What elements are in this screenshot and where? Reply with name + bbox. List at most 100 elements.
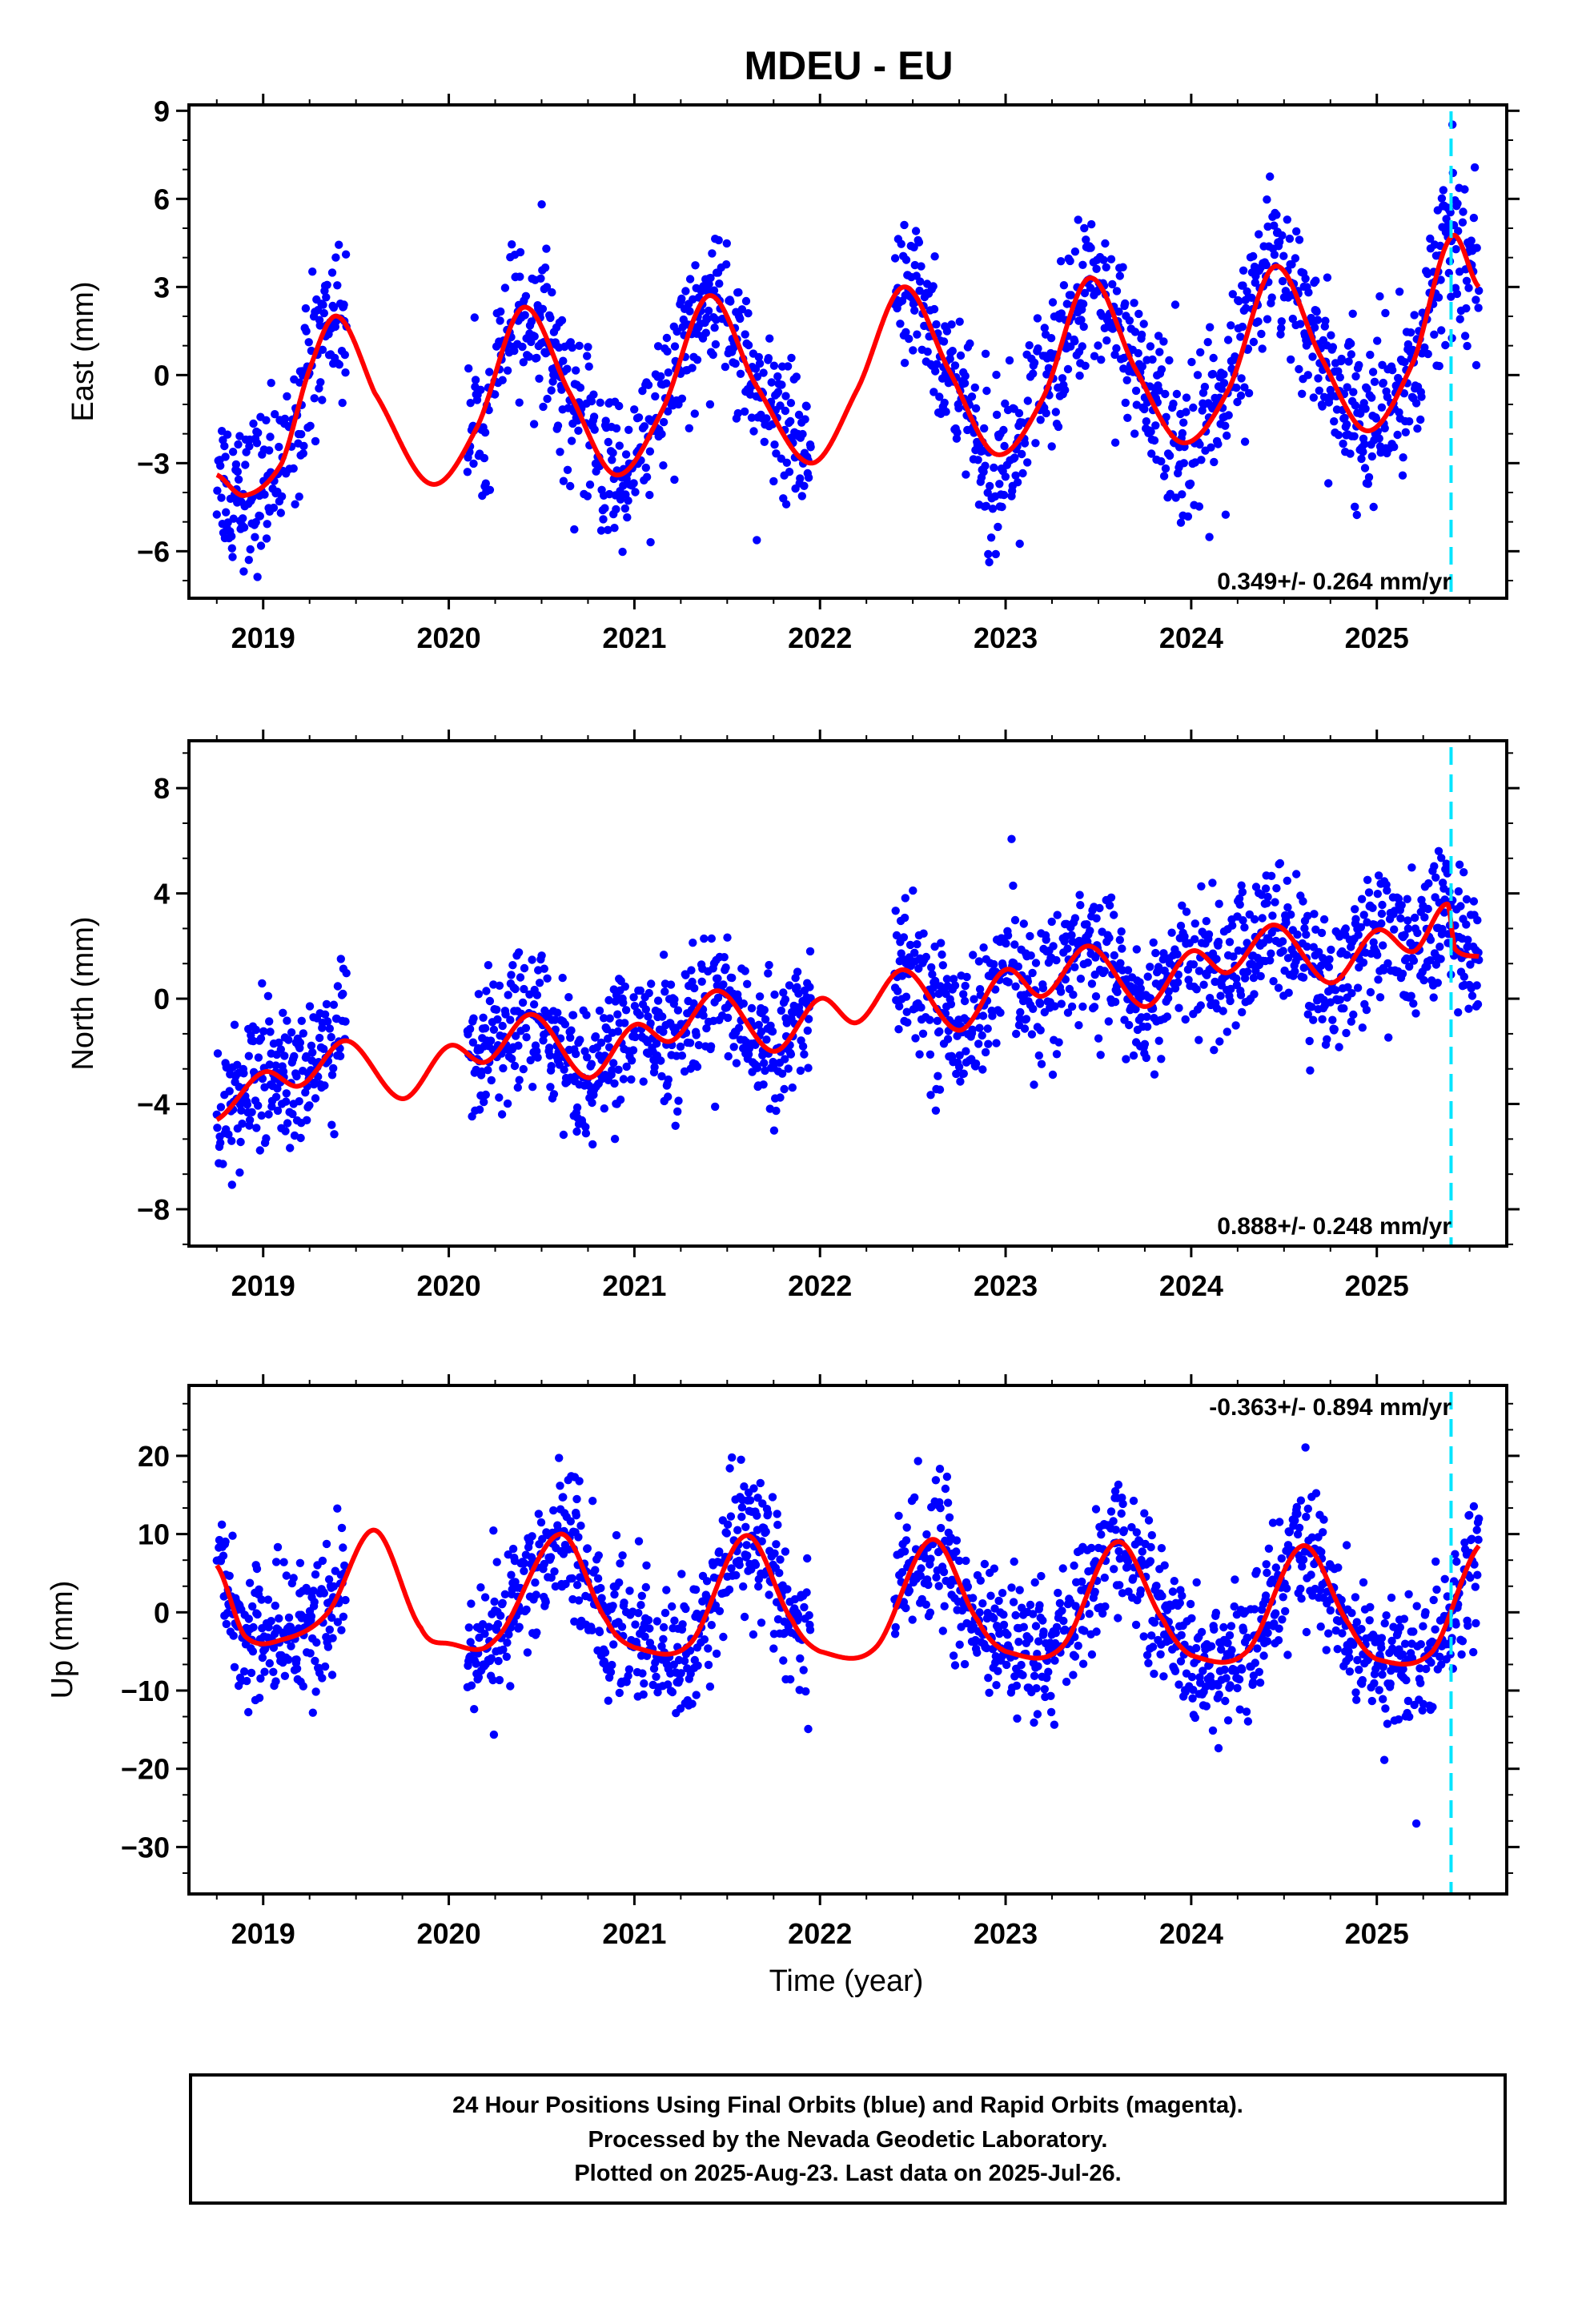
east-point bbox=[1134, 348, 1142, 358]
east-point bbox=[1066, 256, 1074, 266]
north-point bbox=[928, 970, 937, 979]
north-point bbox=[1002, 939, 1010, 948]
north-point bbox=[485, 996, 495, 1006]
up-point bbox=[1279, 1593, 1287, 1602]
up-point bbox=[640, 1679, 648, 1688]
up-point bbox=[255, 1694, 264, 1703]
east-point bbox=[1400, 358, 1409, 367]
up-point bbox=[312, 1638, 321, 1647]
north-point bbox=[992, 1039, 1001, 1047]
east-point bbox=[596, 526, 606, 535]
up-point bbox=[610, 1590, 619, 1599]
up-point bbox=[793, 1610, 802, 1619]
east-point bbox=[1070, 247, 1080, 256]
up-point bbox=[1227, 1646, 1236, 1655]
east-point bbox=[1355, 360, 1363, 370]
north-point bbox=[1113, 987, 1122, 997]
east-point bbox=[1360, 440, 1369, 448]
north-point bbox=[1192, 985, 1201, 994]
north-point bbox=[1235, 900, 1244, 909]
east-point bbox=[797, 492, 806, 501]
east-point bbox=[1239, 281, 1247, 290]
east-point bbox=[1240, 437, 1250, 446]
north-point bbox=[1359, 958, 1368, 967]
up-point bbox=[1044, 1667, 1053, 1676]
north-point bbox=[1269, 977, 1278, 986]
north-point bbox=[706, 1042, 716, 1051]
north-point bbox=[315, 1033, 324, 1043]
east-point bbox=[1170, 300, 1180, 309]
east-point bbox=[1343, 383, 1351, 392]
east-point bbox=[677, 394, 687, 403]
north-point bbox=[1214, 937, 1223, 947]
east-point bbox=[1330, 417, 1339, 426]
east-point bbox=[1075, 371, 1084, 380]
up-point bbox=[636, 1601, 645, 1610]
north-ytick-label: 0 bbox=[154, 983, 170, 1015]
east-point bbox=[1369, 502, 1378, 512]
east-point bbox=[773, 388, 783, 396]
up-point bbox=[273, 1542, 283, 1552]
east-point bbox=[295, 378, 304, 387]
east-point bbox=[335, 360, 343, 369]
north-point bbox=[510, 1061, 520, 1071]
up-point bbox=[572, 1511, 580, 1520]
north-point bbox=[942, 975, 952, 983]
north-point bbox=[739, 999, 748, 1008]
north-point bbox=[254, 1053, 263, 1062]
east-point bbox=[1101, 239, 1110, 248]
east-point bbox=[685, 275, 695, 283]
north-point bbox=[902, 1007, 911, 1016]
north-point bbox=[252, 1124, 261, 1132]
up-point bbox=[952, 1536, 962, 1545]
north-point bbox=[1082, 920, 1091, 929]
north-point bbox=[1003, 931, 1013, 940]
up-point bbox=[532, 1628, 541, 1637]
east-point bbox=[249, 419, 258, 428]
east-point bbox=[923, 348, 932, 356]
east-point bbox=[798, 429, 807, 439]
up-point bbox=[1034, 1662, 1042, 1671]
east-point bbox=[999, 490, 1009, 500]
north-point bbox=[482, 987, 491, 995]
up-point bbox=[994, 1596, 1003, 1606]
north-point bbox=[765, 960, 773, 970]
up-point bbox=[1010, 1557, 1018, 1566]
up-point bbox=[608, 1602, 617, 1610]
east-point bbox=[1078, 260, 1087, 269]
east-point bbox=[542, 283, 552, 292]
east-point bbox=[585, 480, 595, 489]
up-point bbox=[1271, 1609, 1280, 1618]
north-point bbox=[934, 1072, 942, 1080]
east-point bbox=[1295, 364, 1303, 374]
up-point bbox=[248, 1602, 257, 1611]
north-point bbox=[1250, 990, 1259, 999]
north-point bbox=[604, 995, 613, 1005]
north-points bbox=[212, 834, 1484, 1189]
north-point bbox=[1142, 1022, 1152, 1031]
north-point bbox=[1174, 1003, 1183, 1012]
east-point bbox=[935, 392, 944, 401]
up-point bbox=[662, 1586, 671, 1594]
north-point bbox=[1034, 1051, 1044, 1060]
up-point bbox=[1208, 1726, 1218, 1735]
north-point bbox=[786, 1050, 796, 1059]
east-point bbox=[657, 429, 666, 439]
north-point bbox=[900, 913, 909, 923]
east-point bbox=[1092, 264, 1101, 273]
north-point bbox=[974, 957, 984, 966]
north-point bbox=[266, 1027, 275, 1036]
east-point bbox=[463, 468, 472, 476]
north-point bbox=[1291, 967, 1299, 976]
east-point bbox=[1318, 402, 1327, 411]
east-point bbox=[322, 293, 331, 302]
east-point bbox=[712, 316, 721, 324]
east-point bbox=[1036, 416, 1045, 424]
north-point bbox=[492, 1005, 501, 1015]
north-point bbox=[1403, 895, 1411, 903]
north-point bbox=[1384, 1033, 1393, 1042]
east-point bbox=[269, 503, 279, 513]
north-point bbox=[969, 951, 978, 959]
east-point bbox=[1339, 439, 1347, 448]
east-point bbox=[1159, 337, 1168, 346]
